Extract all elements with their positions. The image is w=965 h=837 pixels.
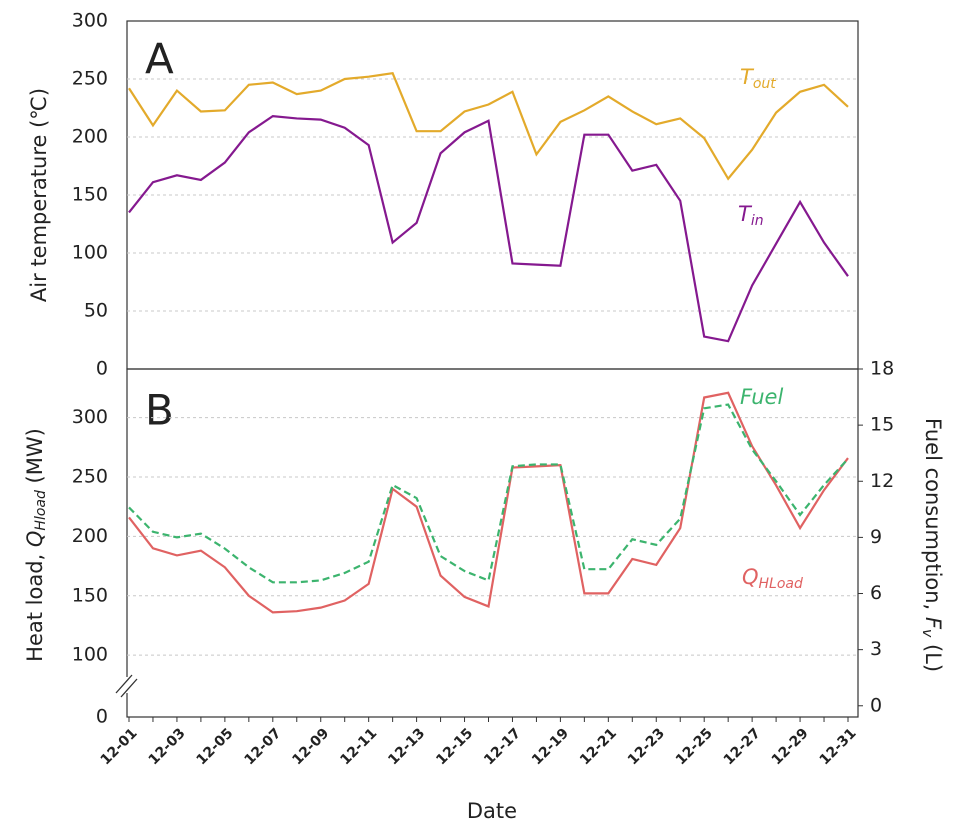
series-label: QHLoad <box>742 565 803 592</box>
y-tick-label: 0 <box>96 358 108 380</box>
y-axis-label: Heat load, QHload (MW) <box>23 428 49 662</box>
panel-label: B <box>145 386 174 435</box>
y-tick-label: 150 <box>72 584 108 606</box>
panel-label: A <box>145 35 174 84</box>
y-axis-label: Air temperature (℃) <box>27 88 51 302</box>
x-tick-label: 12-29 <box>769 725 812 768</box>
series-line <box>128 114 849 343</box>
x-tick-label: 12-13 <box>385 725 428 768</box>
x-tick-label: 12-11 <box>337 725 380 768</box>
x-tick-label: 12-05 <box>194 725 237 768</box>
y2-tick-label: 6 <box>870 582 882 604</box>
y-tick-label: 50 <box>84 300 108 322</box>
axis-break <box>115 674 133 694</box>
x-tick-label: 12-01 <box>98 725 141 768</box>
series-name-sub: HLoad <box>759 576 803 592</box>
axis-break <box>120 678 138 698</box>
x-tick-label: 12-03 <box>146 725 189 768</box>
y-tick-label: 300 <box>72 10 108 32</box>
x-tick-label: 12-21 <box>577 725 620 768</box>
series-line <box>128 403 849 584</box>
plot-frame <box>126 368 859 718</box>
y-tick-label: 150 <box>72 184 108 206</box>
y-tick-label: 100 <box>72 242 108 264</box>
series-line <box>128 391 849 614</box>
y-tick-label: 300 <box>72 406 108 428</box>
x-tick-label: 12-27 <box>721 725 764 768</box>
y-tick-label: 250 <box>72 68 108 90</box>
series-name: Fuel <box>740 385 783 409</box>
y2-tick-label: 0 <box>870 694 882 716</box>
y2-axis-label: Fuel consumption, Fv (L) <box>919 418 945 672</box>
series-name-sub: in <box>751 213 764 229</box>
x-tick-label: 12-19 <box>529 725 572 768</box>
y2-tick-label: 9 <box>870 526 882 548</box>
x-tick-label: 12-07 <box>241 725 284 768</box>
y-tick-label: 0 <box>96 706 108 728</box>
y2-tick-label: 18 <box>870 358 894 380</box>
axis-break-gap <box>118 677 136 693</box>
series-label: Fuel <box>740 385 783 409</box>
y2-tick-label: 3 <box>870 638 882 660</box>
series-label: Tout <box>740 65 776 92</box>
x-tick-label: 12-23 <box>625 725 668 768</box>
series-label: Tin <box>738 202 764 229</box>
x-tick-label: 12-09 <box>289 725 332 768</box>
series-name-sub: out <box>753 76 776 92</box>
y-tick-label: 100 <box>72 644 108 666</box>
y2-tick-label: 15 <box>870 414 894 436</box>
series-name: T <box>738 202 753 226</box>
x-tick-label: 12-31 <box>817 725 860 768</box>
y-tick-label: 250 <box>72 466 108 488</box>
y-tick-label: 200 <box>72 126 108 148</box>
series-name: T <box>740 65 755 89</box>
x-tick-label: 12-15 <box>433 725 476 768</box>
y2-tick-label: 12 <box>870 470 894 492</box>
series-line <box>128 71 849 181</box>
x-axis-label: Date <box>467 799 517 823</box>
x-tick-label: 12-17 <box>481 725 524 768</box>
y-tick-label: 200 <box>72 525 108 547</box>
series-name: Q <box>742 565 759 589</box>
x-tick-label: 12-25 <box>673 725 716 768</box>
